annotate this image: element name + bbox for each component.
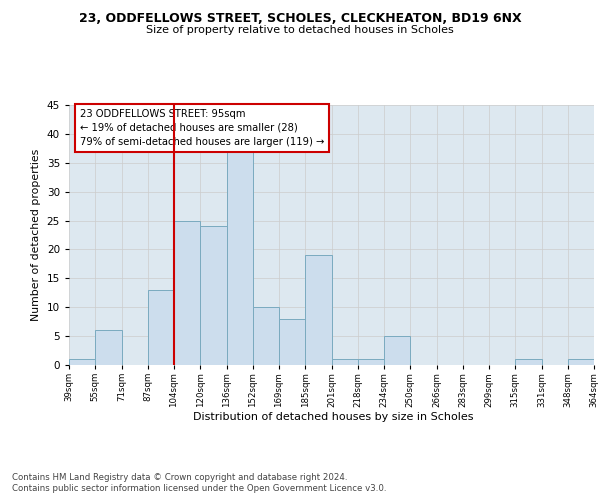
Text: Size of property relative to detached houses in Scholes: Size of property relative to detached ho… <box>146 25 454 35</box>
Bar <box>174 220 200 365</box>
Y-axis label: Number of detached properties: Number of detached properties <box>31 149 41 321</box>
Bar <box>331 359 358 365</box>
Bar <box>568 359 594 365</box>
Text: Distribution of detached houses by size in Scholes: Distribution of detached houses by size … <box>193 412 473 422</box>
Text: Contains public sector information licensed under the Open Government Licence v3: Contains public sector information licen… <box>12 484 386 493</box>
Bar <box>384 336 410 365</box>
Bar <box>253 307 279 365</box>
Text: Contains HM Land Registry data © Crown copyright and database right 2024.: Contains HM Land Registry data © Crown c… <box>12 472 347 482</box>
Bar <box>148 290 174 365</box>
Text: 23, ODDFELLOWS STREET, SCHOLES, CLECKHEATON, BD19 6NX: 23, ODDFELLOWS STREET, SCHOLES, CLECKHEA… <box>79 12 521 26</box>
Bar <box>200 226 227 365</box>
Bar <box>358 359 384 365</box>
Bar <box>69 359 95 365</box>
Bar <box>227 151 253 365</box>
Bar <box>95 330 121 365</box>
Text: 23 ODDFELLOWS STREET: 95sqm
← 19% of detached houses are smaller (28)
79% of sem: 23 ODDFELLOWS STREET: 95sqm ← 19% of det… <box>79 109 324 147</box>
Bar <box>279 319 305 365</box>
Bar <box>305 255 331 365</box>
Bar <box>515 359 542 365</box>
